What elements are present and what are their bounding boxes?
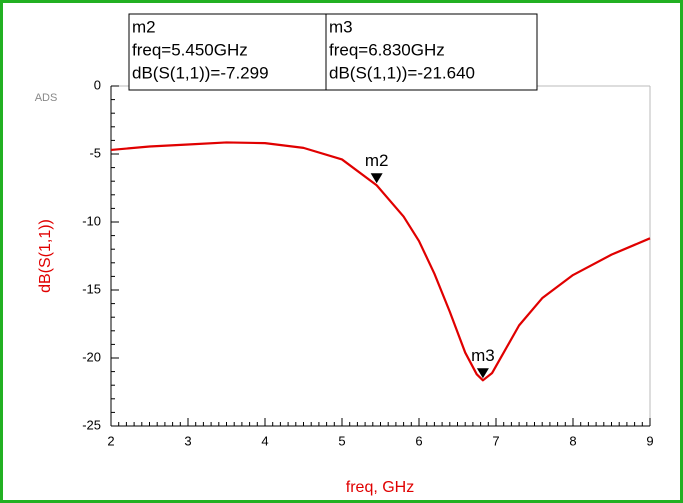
marker-readout: freq=5.450GHz xyxy=(132,40,248,59)
marker-readout: m3 xyxy=(329,17,353,36)
y-tick-label: -10 xyxy=(82,213,101,228)
x-tick-label: 5 xyxy=(338,433,345,448)
y-tick-label: -25 xyxy=(82,417,101,432)
x-tick-label: 8 xyxy=(569,433,576,448)
line-series xyxy=(110,141,651,382)
x-tick-label: 7 xyxy=(492,433,499,448)
x-tick-label: 4 xyxy=(261,433,268,448)
marker-readout: dB(S(1,1))=-7.299 xyxy=(132,63,269,82)
marker-triangle xyxy=(476,368,489,379)
x-tick-label: 9 xyxy=(646,433,653,448)
x-tick-label: 6 xyxy=(415,433,422,448)
marker-name: m2 xyxy=(365,151,389,170)
marker-readout: freq=6.830GHz xyxy=(329,40,445,59)
marker-triangle xyxy=(370,173,383,184)
y-axis-label: dB(S(1,1)) xyxy=(37,219,54,293)
marker-readout: dB(S(1,1))=-21.640 xyxy=(329,63,475,82)
x-tick-label: 3 xyxy=(184,433,191,448)
watermark: ADS xyxy=(35,92,58,104)
marker-box xyxy=(325,13,538,91)
x-tick-label: 2 xyxy=(107,433,114,448)
x-axis-label: freq, GHz xyxy=(346,479,414,496)
marker-readout: m2 xyxy=(132,17,156,36)
y-tick-label: -15 xyxy=(82,281,101,296)
y-tick-label: -5 xyxy=(89,145,101,160)
marker-box xyxy=(128,13,327,91)
y-tick-label: -20 xyxy=(82,349,101,364)
marker-name: m3 xyxy=(471,346,495,365)
y-tick-label: 0 xyxy=(94,77,101,92)
